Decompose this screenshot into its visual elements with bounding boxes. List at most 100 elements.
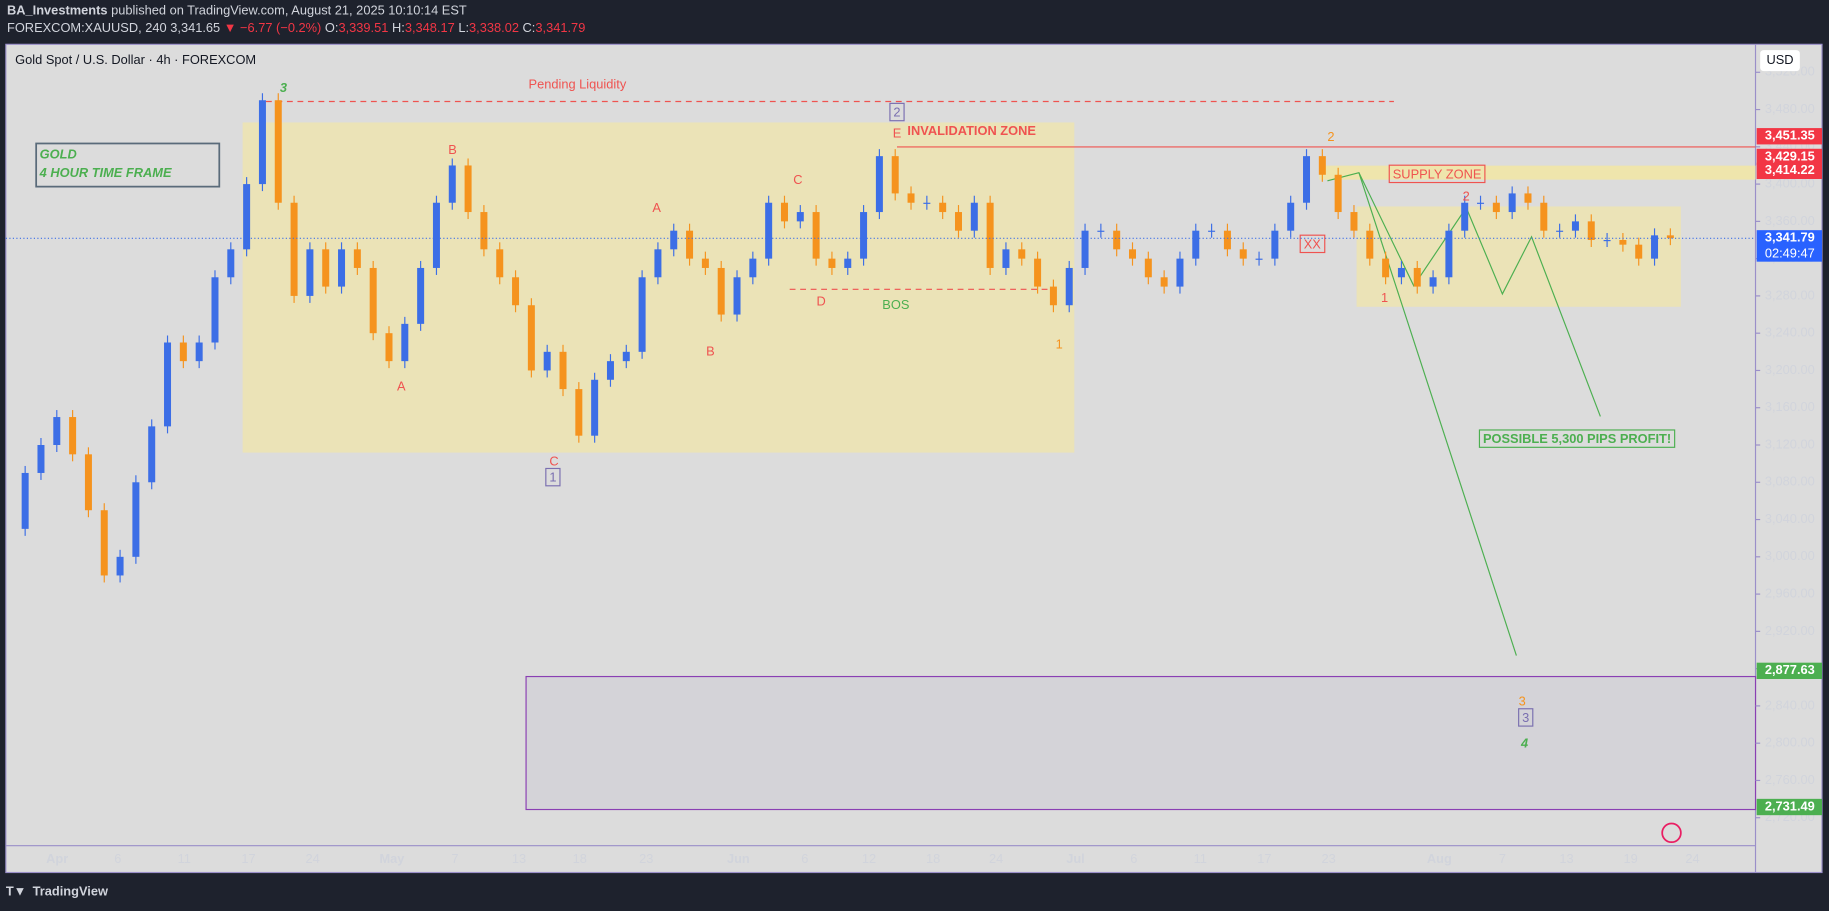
h-label: H:	[392, 21, 405, 36]
annotation: 4	[1520, 736, 1528, 751]
candle-body	[796, 212, 804, 222]
annotation: POSSIBLE 5,300 PIPS PROFIT!	[1483, 431, 1671, 446]
candle-body	[780, 202, 788, 222]
l: 3,338.02	[469, 21, 519, 36]
candle-body	[385, 333, 393, 362]
annotation: 3	[1519, 694, 1526, 709]
x-tick-label: Jun	[727, 851, 750, 866]
candle-body	[1208, 230, 1216, 232]
candle-body	[1239, 249, 1247, 259]
candle-body	[464, 165, 472, 213]
candle-body	[891, 156, 899, 194]
candle-body	[338, 249, 346, 287]
candle-body	[258, 100, 266, 185]
publisher: BA_Investments	[7, 3, 108, 18]
annotation-box	[889, 102, 905, 122]
candle-body	[69, 417, 77, 455]
candle-body	[923, 202, 931, 204]
annotation: D	[817, 294, 826, 309]
candle-body	[21, 472, 29, 529]
countdown: 02:49:47	[1765, 245, 1815, 260]
y-tick-label: 3,400.00	[1765, 175, 1815, 190]
x-tick-label: 6	[1130, 851, 1137, 866]
publish-line: BA_Investments published on TradingView.…	[7, 3, 467, 18]
candle-body	[1318, 156, 1326, 175]
y-tick-label: 3,200.00	[1765, 362, 1815, 377]
annotation: SUPPLY ZONE	[1393, 166, 1482, 181]
label-box-text: GOLD	[40, 147, 77, 162]
candles	[21, 93, 1674, 583]
candle-body	[1429, 277, 1437, 287]
y-tick-label: 2,760.00	[1765, 772, 1815, 787]
alert-icon	[1661, 822, 1682, 844]
annotation: Pending Liquidity	[529, 77, 627, 92]
candle-body	[369, 267, 377, 334]
target-zone	[525, 675, 1757, 811]
x-tick-label: Aug	[1427, 851, 1452, 866]
published: published on TradingView.com, August 21,…	[111, 3, 467, 18]
label-box-text: 4 HOUR TIME FRAME	[39, 165, 172, 180]
annotation: 1	[549, 470, 556, 485]
y-tick-label: 2,840.00	[1765, 697, 1815, 712]
candle-body	[227, 249, 235, 278]
price-tag-label: 2,731.49	[1765, 798, 1815, 813]
candle-body	[1065, 267, 1073, 306]
annotation-box	[1478, 429, 1676, 448]
footer-logo: T▼	[6, 884, 27, 899]
candle-body	[907, 193, 915, 203]
y-tick-label: 2,960.00	[1765, 585, 1815, 600]
x-tick-label: 24	[1685, 851, 1699, 866]
candle-body	[654, 249, 662, 278]
candle-body	[812, 212, 820, 259]
h: 3,348.17	[405, 21, 455, 36]
candle-body	[1160, 277, 1168, 287]
change: ▼ −6.77 (−0.2%)	[224, 21, 322, 36]
candle-body	[1492, 202, 1500, 213]
y-tick-label: 3,360.00	[1765, 213, 1815, 228]
x-tick-label: Apr	[46, 851, 68, 866]
y-tick-label: 3,240.00	[1765, 325, 1815, 340]
x-tick-label: 7	[1499, 851, 1506, 866]
candle-body	[1049, 286, 1057, 306]
x-tick-label: 24	[305, 851, 319, 866]
candle-body	[512, 277, 520, 306]
currency: USD	[1766, 52, 1793, 67]
y-tick-label: 3,080.00	[1765, 474, 1815, 489]
annotation-box	[1518, 708, 1534, 727]
x-tick-label: 12	[862, 851, 876, 866]
price-tag	[1756, 148, 1823, 166]
candle-body	[148, 426, 156, 483]
annotation: 2	[1327, 129, 1334, 144]
y-tick-label: 3,480.00	[1765, 101, 1815, 116]
candle-body	[543, 351, 551, 371]
candle-body	[1303, 156, 1311, 203]
candle-body	[1635, 244, 1643, 259]
candle-body	[243, 184, 251, 250]
candle-body	[954, 212, 962, 231]
annotation-box	[1388, 164, 1486, 184]
candle-body	[164, 342, 172, 427]
candle-body	[1571, 221, 1579, 231]
candle-body	[37, 445, 45, 473]
candle-body	[432, 202, 440, 268]
candle-body	[1477, 202, 1485, 204]
candle-body	[53, 417, 61, 446]
annotations: 3 Pending Liquidity 2 E INVALIDATION ZONE B C A…	[39, 77, 1676, 751]
candle-body	[401, 323, 409, 362]
o-label: O:	[325, 21, 339, 36]
candle-body	[290, 202, 298, 296]
candle-body	[1097, 230, 1105, 232]
candle-body	[1651, 235, 1659, 259]
x-tick-label: 23	[639, 851, 653, 866]
candle-body	[970, 202, 978, 231]
price-tag	[1756, 662, 1823, 680]
candle-body	[179, 342, 187, 362]
annotation: A	[652, 200, 661, 215]
candle-body	[749, 258, 757, 278]
candle-body	[527, 305, 535, 371]
price-tag-label: 3,451.35	[1765, 128, 1815, 143]
x-tick-label: 13	[512, 851, 526, 866]
candle-body	[306, 249, 314, 296]
candle-body	[1287, 202, 1295, 231]
